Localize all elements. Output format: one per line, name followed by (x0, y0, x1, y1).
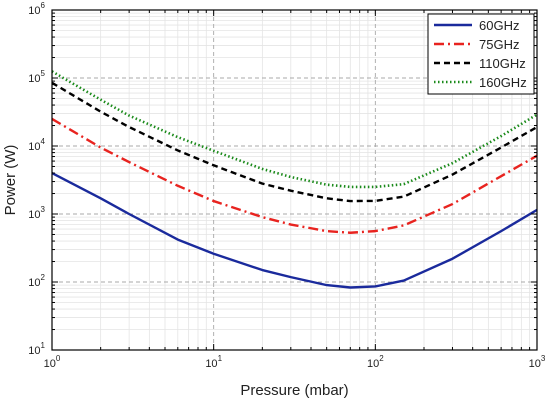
series-line-75GHz (51, 117, 538, 234)
series-lines (51, 70, 538, 289)
legend: 60GHz 75GHz 110GHz 160GHz (427, 13, 535, 95)
y-tick-label: 104 (28, 137, 45, 153)
y-tick-label: 106 (28, 1, 45, 17)
legend-label: 75GHz (479, 37, 519, 52)
x-tick-labels: 100 101 102 103 (44, 354, 546, 370)
legend-label: 160GHz (479, 75, 527, 90)
y-tick-label: 103 (28, 205, 45, 221)
y-tick-label: 101 (28, 341, 45, 357)
legend-label: 110GHz (479, 56, 526, 71)
x-tick-label: 102 (367, 354, 384, 370)
axis-ticks (51, 9, 538, 351)
x-tick-label: 103 (529, 354, 546, 370)
series-line-160GHz (51, 70, 538, 189)
legend-label: 60GHz (479, 18, 519, 33)
legend-box (427, 13, 535, 95)
y-tick-label: 105 (28, 69, 45, 85)
y-tick-label: 102 (28, 273, 45, 289)
y-axis-label: Power (W) (2, 145, 19, 216)
x-tick-label: 101 (205, 354, 222, 370)
x-axis-label: Pressure (mbar) (240, 382, 348, 399)
y-tick-labels: 101 102 103 104 105 106 (28, 1, 45, 357)
x-tick-label: 100 (44, 354, 61, 370)
plot-frame (51, 9, 538, 351)
series-line-110GHz (51, 81, 538, 203)
series-line-60GHz (51, 171, 538, 289)
